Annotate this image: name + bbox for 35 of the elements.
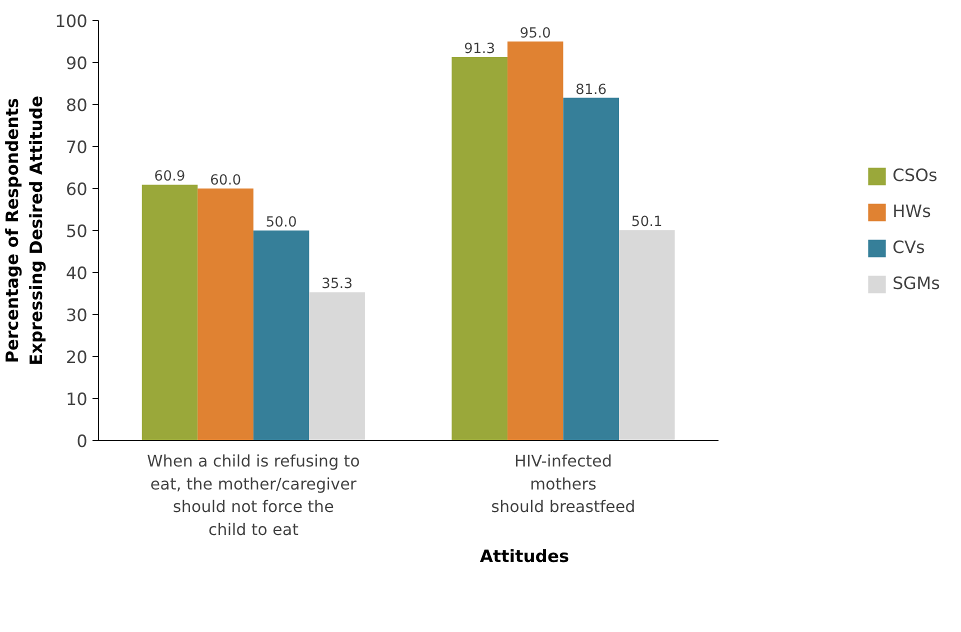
- data-label: 60.0: [210, 172, 242, 188]
- data-label: 91.3: [464, 41, 496, 58]
- data-label: 35.3: [321, 276, 353, 292]
- y-tick-label: 30: [66, 306, 88, 326]
- x-tick-label: When a child is refusing to eat, the mother/caregiver should not force the child to eat: [146, 452, 360, 539]
- bar: [452, 57, 508, 440]
- x-tick-label: HIV-infected mothers should breastfeed: [491, 452, 636, 516]
- y-tick-label: 70: [66, 138, 88, 158]
- bar: [198, 188, 254, 440]
- y-tick-label: 40: [66, 264, 88, 284]
- y-tick-label: 50: [66, 222, 88, 242]
- data-label: 60.9: [154, 168, 186, 185]
- legend-label: CSOs: [892, 166, 938, 186]
- x-axis-title: Attitudes: [480, 546, 570, 567]
- y-tick-label: 60: [66, 180, 88, 200]
- y-tick-label: 10: [66, 390, 88, 410]
- bar: [507, 42, 564, 440]
- bar: [309, 292, 365, 440]
- legend-label: HWs: [892, 202, 931, 222]
- data-label: 95.0: [520, 26, 551, 42]
- bar: [253, 230, 310, 440]
- y-axis-title: Percentage of Respondents Expressing Desired Attitude: [3, 96, 48, 366]
- data-label: 50.0: [266, 214, 297, 230]
- y-tick-label: 100: [55, 12, 88, 32]
- legend-label: CVs: [892, 238, 925, 258]
- y-tick-label: 80: [66, 96, 88, 116]
- data-label: 81.6: [576, 82, 607, 98]
- bar: [142, 184, 198, 440]
- y-tick-label: 0: [76, 432, 88, 452]
- bar: [563, 98, 619, 440]
- data-label: 50.1: [631, 214, 662, 230]
- y-tick-label: 20: [66, 348, 88, 368]
- bar: [618, 230, 675, 440]
- y-tick-label: 90: [66, 54, 88, 74]
- legend-label: SGMs: [892, 274, 940, 294]
